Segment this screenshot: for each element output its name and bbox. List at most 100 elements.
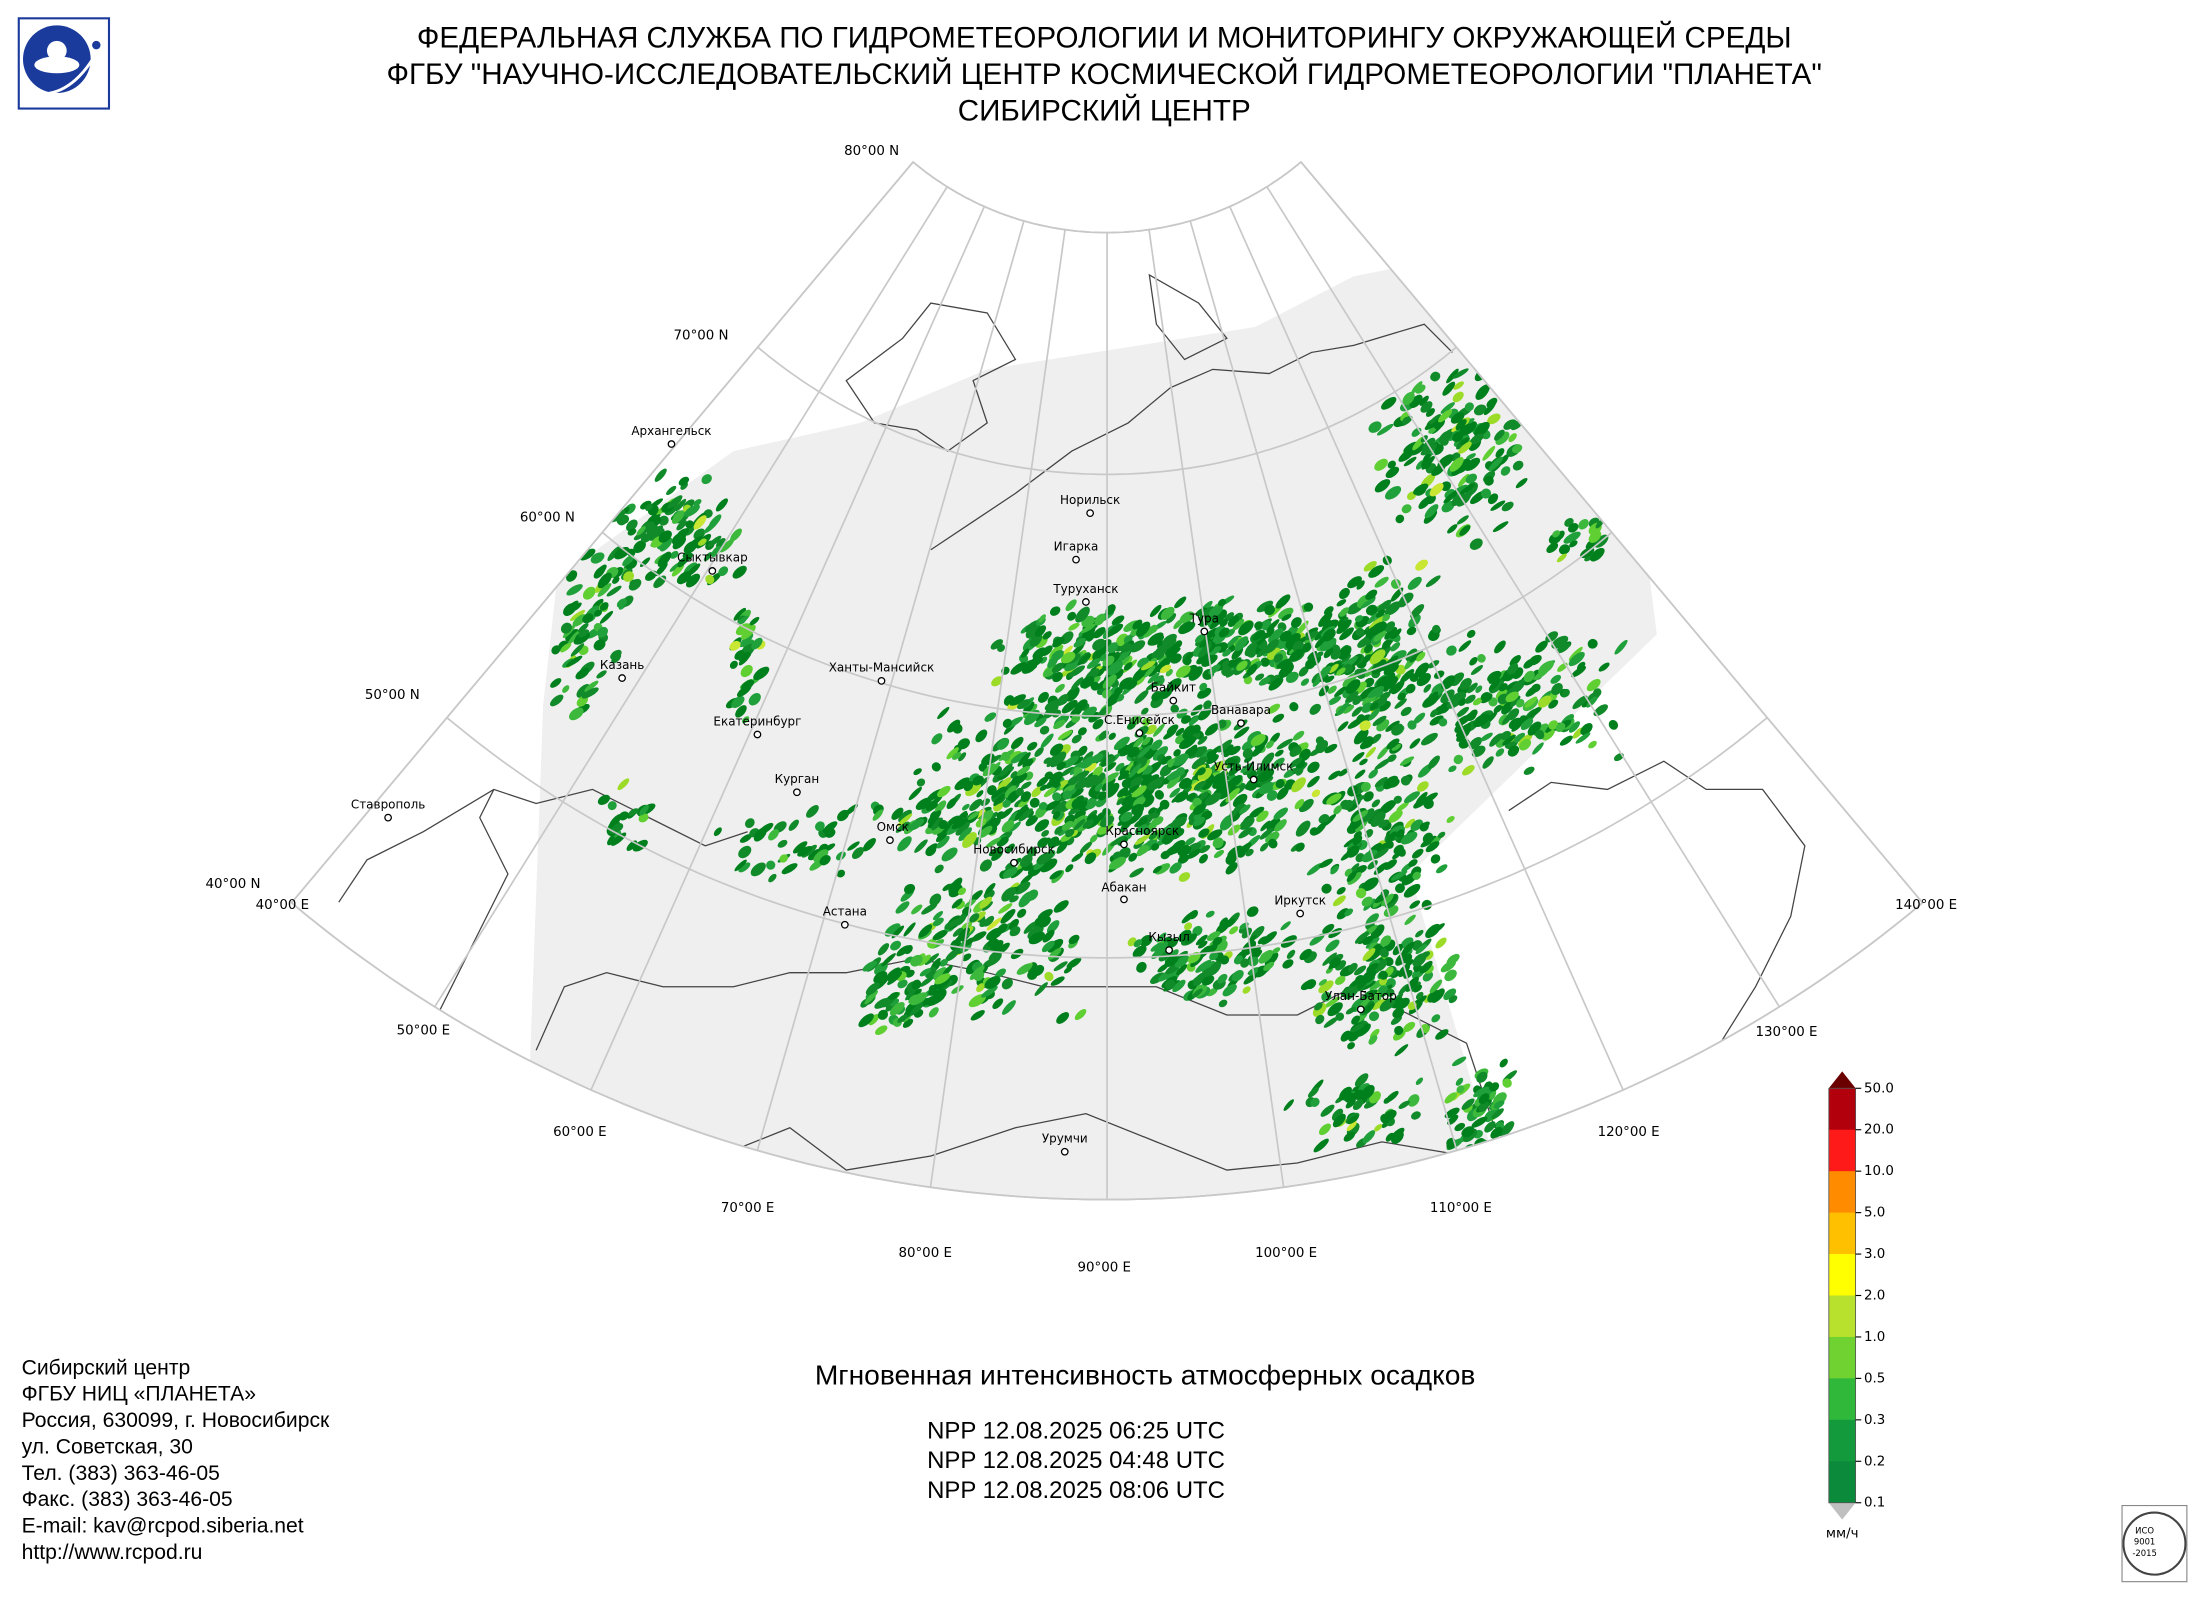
precip-cell: [1400, 669, 1415, 683]
precip-cell: [705, 574, 715, 585]
precip-cell: [1343, 704, 1355, 714]
precip-cell: [1383, 663, 1399, 676]
city-label: Омск: [877, 820, 909, 834]
city-label: Новосибирск: [973, 843, 1055, 857]
precip-cell: [658, 515, 669, 526]
precip-cell: [1466, 629, 1476, 638]
precip-cell: [969, 798, 983, 811]
precip-cell: [1354, 769, 1366, 779]
city-label: Усть-Илимск: [1214, 759, 1293, 773]
precip-cell: [1272, 947, 1281, 954]
precip-cell: [1452, 391, 1464, 403]
precip-cell: [1321, 991, 1332, 1002]
precip-cell: [1355, 627, 1365, 637]
meridian-label: 80°00 E: [898, 1246, 951, 1261]
precip-cell: [1208, 773, 1223, 785]
precip-cell: [1018, 808, 1033, 822]
precip-cell: [1166, 774, 1181, 789]
precip-cell: [1131, 803, 1145, 816]
precip-cell: [1307, 1087, 1319, 1098]
precip-cell: [1105, 604, 1116, 615]
precip-cell: [1322, 628, 1336, 642]
precip-cell: [732, 565, 747, 579]
precip-cell: [1132, 945, 1147, 958]
precip-cell: [1034, 717, 1047, 728]
precip-cell: [1336, 886, 1346, 895]
precip-cell: [1587, 638, 1598, 649]
precip-cell: [1218, 999, 1228, 1008]
precip-cell: [1374, 576, 1389, 588]
precip-cell: [1169, 862, 1182, 874]
precip-cell: [1350, 1023, 1365, 1033]
precip-cell: [1401, 504, 1412, 514]
precip-cell: [1314, 1002, 1323, 1011]
precip-cell: [1178, 872, 1191, 882]
precip-cell: [1062, 645, 1073, 656]
precip-cell: [1455, 419, 1467, 431]
precip-cell: [1342, 663, 1353, 674]
precip-cell: [1147, 672, 1160, 684]
precip-cell: [1429, 413, 1441, 425]
precip-cell: [1370, 702, 1379, 711]
precip-cell: [677, 557, 687, 568]
precip-cell: [748, 692, 761, 706]
precip-cell: [1146, 812, 1158, 821]
precip-cell: [1472, 697, 1483, 706]
precip-cell: [1412, 848, 1424, 859]
precip-cell: [1071, 770, 1090, 783]
precip-cell: [993, 793, 1005, 806]
precip-cell: [1334, 975, 1346, 985]
precip-cell: [932, 929, 948, 941]
precip-cell: [1368, 707, 1381, 721]
precip-cell: [1415, 991, 1424, 1000]
precip-cell: [1222, 983, 1237, 997]
precip-cell: [1047, 836, 1060, 849]
precip-cell: [1482, 445, 1496, 461]
precip-cell: [1170, 704, 1179, 714]
precip-cell: [1470, 665, 1484, 675]
precip-cell: [1281, 613, 1292, 621]
precip-cell: [1348, 962, 1358, 973]
precip-cell: [1019, 854, 1033, 868]
precip-cell: [1132, 668, 1146, 682]
precip-cell: [1217, 719, 1227, 729]
precip-cell: [1148, 831, 1158, 840]
precip-cell: [1437, 831, 1446, 839]
precip-cell: [1272, 757, 1285, 769]
precip-cell: [671, 510, 685, 524]
precip-cell: [1049, 743, 1064, 756]
precip-cell: [1143, 665, 1156, 678]
precip-cell: [1181, 778, 1192, 789]
precip-cell: [1375, 609, 1386, 618]
precip-cell: [1023, 709, 1040, 726]
precip-cell: [1117, 787, 1129, 798]
precip-cell: [1456, 706, 1470, 718]
precip-cell: [1243, 972, 1259, 985]
precip-cell: [1453, 754, 1464, 765]
precip-cell: [1040, 837, 1051, 846]
precip-cell: [819, 855, 831, 866]
precip-cell: [1193, 804, 1206, 815]
precip-cell: [1430, 923, 1445, 935]
precip-cell: [1414, 662, 1429, 678]
precip-cell: [1300, 979, 1315, 991]
precip-cell: [611, 653, 622, 664]
precip-cell: [1360, 714, 1372, 723]
precip-cell: [1407, 576, 1422, 590]
precip-cell: [924, 953, 940, 966]
precip-cell: [925, 843, 938, 855]
precip-cell: [1206, 750, 1217, 761]
precip-cell: [1154, 789, 1165, 800]
precip-cell: [730, 528, 742, 542]
precip-cell: [979, 859, 993, 872]
precip-cell: [597, 626, 608, 638]
precip-cell: [607, 545, 621, 562]
precip-cell: [991, 850, 1003, 861]
precip-cell: [1361, 877, 1379, 892]
precip-cell: [951, 818, 967, 830]
precip-cell: [1475, 384, 1490, 400]
precip-cell: [1593, 704, 1608, 717]
precip-cell: [676, 520, 687, 531]
precip-cell: [739, 633, 754, 648]
precip-cell: [1023, 921, 1036, 934]
